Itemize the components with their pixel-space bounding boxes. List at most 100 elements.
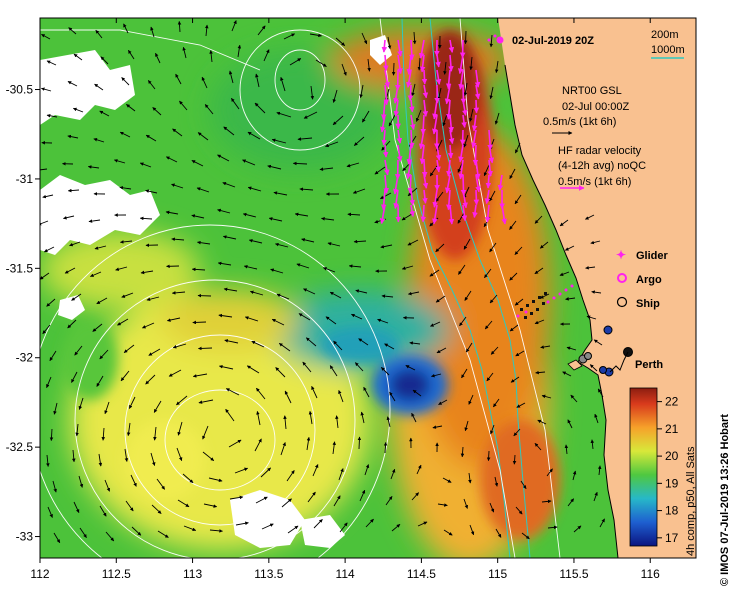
- current-arrow: [218, 313, 233, 318]
- hf-arrow: [462, 99, 468, 116]
- colorbar-label: 4h comp, p50, All Sats: [685, 446, 697, 556]
- colorbar: 22 21 20 19 18 17 4h comp, p50, All Sats: [629, 387, 697, 556]
- current-arrow: [564, 444, 569, 455]
- current-arrow: [541, 394, 552, 399]
- current-arrow: [465, 342, 473, 353]
- current-arrow: [53, 532, 61, 544]
- current-arrow: [93, 138, 105, 143]
- current-arrow: [179, 100, 188, 111]
- current-arrow: [483, 164, 490, 177]
- current-arrow: [509, 272, 518, 281]
- current-arrow: [119, 185, 132, 190]
- hf-arrow: [484, 189, 491, 205]
- current-arrow: [105, 531, 115, 542]
- hf-arrow: [422, 189, 428, 204]
- current-arrow: [562, 371, 572, 377]
- current-arrow: [168, 369, 182, 377]
- hf-arrow: [471, 129, 477, 149]
- hf-arrow: [446, 159, 452, 177]
- colorbar-tick-label: 17: [665, 531, 679, 545]
- current-arrow: [92, 323, 103, 332]
- hf-arrow: [435, 69, 442, 85]
- current-arrow: [296, 263, 310, 269]
- legend-glider: Glider: [636, 250, 669, 262]
- current-arrow: [567, 419, 573, 429]
- current-arrow: [284, 390, 292, 404]
- hf-arrow: [435, 54, 441, 68]
- hf-arrow: [392, 174, 399, 195]
- current-arrow: [147, 80, 156, 90]
- hf-arrow: [448, 114, 454, 133]
- current-arrow: [484, 320, 493, 330]
- hf-arrow: [501, 204, 507, 225]
- current-arrow: [534, 442, 542, 451]
- current-arrow: [75, 423, 79, 437]
- current-arrow: [42, 324, 51, 334]
- current-arrow: [566, 346, 577, 351]
- current-arrow: [464, 420, 469, 432]
- current-arrow: [123, 344, 135, 354]
- hf-arrow: [393, 189, 399, 209]
- hf-arrow: [475, 159, 481, 180]
- current-arrow: [191, 160, 204, 167]
- hf-arrow: [380, 189, 387, 211]
- hf-arrow: [379, 204, 386, 225]
- current-arrow: [41, 33, 51, 40]
- current-arrow: [386, 416, 391, 428]
- current-arrow: [150, 452, 156, 466]
- current-arrow: [597, 465, 602, 476]
- hf-arrow: [418, 39, 425, 59]
- current-arrow: [319, 167, 334, 171]
- current-arrow: [268, 217, 283, 222]
- current-arrow: [585, 265, 596, 270]
- current-arrow: [593, 491, 598, 502]
- current-arrow: [495, 528, 502, 538]
- current-arrow: [131, 526, 142, 536]
- current-arrow: [494, 60, 499, 74]
- current-arrow: [183, 525, 197, 531]
- current-arrow: [567, 498, 575, 507]
- current-arrow: [145, 134, 157, 142]
- x-tick-label: 116: [641, 567, 660, 581]
- current-arrow: [355, 289, 368, 294]
- current-arrow: [346, 162, 360, 168]
- current-arrow: [315, 59, 327, 67]
- current-arrow: [489, 294, 498, 304]
- current-arrow: [67, 319, 77, 329]
- current-arrow: [191, 214, 205, 219]
- current-arrow: [46, 113, 58, 118]
- current-arrow: [323, 267, 336, 273]
- current-arrow: [203, 503, 218, 508]
- hf-arrow: [497, 174, 504, 191]
- current-arrow: [283, 415, 287, 430]
- current-arrow: [461, 368, 468, 379]
- current-arrow: [329, 365, 338, 377]
- current-arrow: [196, 187, 210, 193]
- hf-arrow: [435, 144, 442, 161]
- hf-arrow: [461, 204, 468, 222]
- current-arrow: [165, 156, 178, 163]
- current-arrow: [333, 495, 341, 507]
- current-arrow: [73, 53, 83, 61]
- current-arrow: [42, 194, 54, 199]
- current-arrow: [202, 425, 209, 440]
- current-arrow: [140, 270, 154, 275]
- current-arrow: [166, 317, 181, 322]
- current-arrow: [534, 215, 543, 224]
- current-arrow: [235, 521, 249, 526]
- current-arrow: [242, 159, 256, 166]
- hf-arrow: [396, 129, 403, 144]
- current-arrow: [469, 108, 474, 122]
- legend-argo-symbol: [617, 273, 627, 283]
- hf-arrow: [397, 39, 403, 57]
- current-arrow: [67, 81, 78, 87]
- current-arrow: [271, 318, 285, 326]
- current-arrow: [332, 441, 336, 455]
- current-arrow: [509, 324, 519, 332]
- current-arrow: [411, 492, 420, 501]
- current-arrow: [276, 293, 290, 300]
- current-arrow: [535, 370, 546, 375]
- hf-arrow: [431, 114, 438, 135]
- current-arrow: [204, 24, 209, 37]
- hf-radar-arrows: [379, 39, 507, 225]
